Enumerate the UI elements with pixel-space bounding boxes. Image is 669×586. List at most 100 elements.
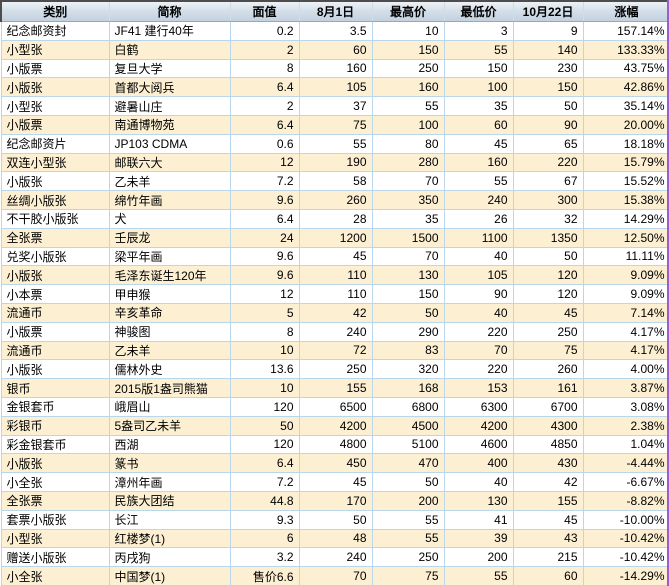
cell-face_value: 6 xyxy=(229,528,300,549)
table-row: 金银套币 峨眉山 120 6500 6800 6300 6700 3.08% xyxy=(0,396,669,417)
cell-name: 峨眉山 xyxy=(108,396,231,417)
cell-low: 130 xyxy=(443,490,514,511)
cell-category: 银币 xyxy=(0,378,110,398)
cell-oct_22: 220 xyxy=(512,152,584,173)
cell-face_value: 6.4 xyxy=(229,114,300,135)
cell-face_value: 5 xyxy=(229,302,300,323)
cell-low: 150 xyxy=(443,58,514,79)
cell-face_value: 44.8 xyxy=(229,490,300,511)
cell-aug_1: 3.5 xyxy=(298,21,373,41)
column-header-low: 最低价 xyxy=(444,0,514,22)
cell-aug_1: 42 xyxy=(298,302,373,323)
cell-name: 白鹤 xyxy=(108,39,231,60)
column-header-category: 类别 xyxy=(0,0,110,22)
cell-oct_22: 43 xyxy=(512,528,584,549)
cell-change: 18.18% xyxy=(582,133,669,154)
cell-name: JF41 建行40年 xyxy=(108,21,231,41)
cell-face_value: 售价6.6 xyxy=(229,566,300,586)
cell-change: 15.38% xyxy=(582,190,669,210)
cell-low: 35 xyxy=(443,96,514,116)
cell-low: 220 xyxy=(443,359,514,380)
cell-change: 133.33% xyxy=(582,39,669,60)
cell-face_value: 0.2 xyxy=(229,21,300,41)
cell-change: 12.50% xyxy=(582,227,669,248)
cell-high: 320 xyxy=(371,359,445,380)
column-header-face_value: 面值 xyxy=(230,0,300,22)
cell-oct_22: 120 xyxy=(512,284,584,304)
cell-high: 160 xyxy=(371,77,445,98)
cell-aug_1: 75 xyxy=(298,114,373,135)
cell-low: 40 xyxy=(443,302,514,323)
cell-change: 2.38% xyxy=(582,415,669,436)
cell-high: 35 xyxy=(371,208,445,229)
table-row: 小全张 中国梦(1) 售价6.6 70 75 55 60 -14.29% xyxy=(0,566,669,586)
cell-change: 4.17% xyxy=(582,340,669,361)
cell-aug_1: 4200 xyxy=(298,415,373,436)
table-row: 纪念邮资片 JP103 CDMA 0.6 55 80 45 65 18.18% xyxy=(0,133,669,154)
table-row: 小型张 红楼梦(1) 6 48 55 39 43 -10.42% xyxy=(0,528,669,549)
cell-oct_22: 155 xyxy=(512,490,584,511)
cell-face_value: 2 xyxy=(229,96,300,116)
column-header-aug_1: 8月1日 xyxy=(299,0,373,22)
cell-category: 全张票 xyxy=(0,227,110,248)
cell-face_value: 13.6 xyxy=(229,359,300,380)
cell-oct_22: 4850 xyxy=(512,434,584,455)
cell-change: -10.42% xyxy=(582,547,669,568)
cell-oct_22: 215 xyxy=(512,547,584,568)
cell-change: -10.00% xyxy=(582,509,669,530)
cell-change: 4.17% xyxy=(582,321,669,342)
cell-low: 45 xyxy=(443,133,514,154)
cell-name: 神骏图 xyxy=(108,321,231,342)
cell-high: 130 xyxy=(371,265,445,286)
cell-low: 41 xyxy=(443,509,514,530)
cell-face_value: 120 xyxy=(229,434,300,455)
cell-low: 26 xyxy=(443,208,514,229)
cell-aug_1: 105 xyxy=(298,77,373,98)
cell-category: 小型张 xyxy=(0,96,110,116)
cell-high: 55 xyxy=(371,509,445,530)
cell-aug_1: 60 xyxy=(298,39,373,60)
table-row: 银币 2015版1盎司熊猫 10 155 168 153 161 3.87% xyxy=(0,378,669,398)
cell-high: 290 xyxy=(371,321,445,342)
cell-category: 小版张 xyxy=(0,453,110,474)
cell-category: 小版票 xyxy=(0,321,110,342)
cell-name: 辛亥革命 xyxy=(108,302,231,323)
cell-high: 150 xyxy=(371,39,445,60)
cell-change: 11.11% xyxy=(582,246,669,267)
cell-category: 彩金银套币 xyxy=(0,434,110,455)
cell-change: 157.14% xyxy=(582,21,669,41)
table-row: 小版张 首都大阅兵 6.4 105 160 100 150 42.86% xyxy=(0,77,669,98)
cell-category: 金银套币 xyxy=(0,396,110,417)
cell-high: 350 xyxy=(371,190,445,210)
cell-name: 甲申猴 xyxy=(108,284,231,304)
table-row: 小版票 神骏图 8 240 290 220 250 4.17% xyxy=(0,321,669,342)
cell-name: 南通博物苑 xyxy=(108,114,231,135)
cell-low: 240 xyxy=(443,190,514,210)
cell-low: 220 xyxy=(443,321,514,342)
cell-change: -14.29% xyxy=(582,566,669,586)
cell-aug_1: 6500 xyxy=(298,396,373,417)
cell-oct_22: 9 xyxy=(512,21,584,41)
cell-high: 50 xyxy=(371,302,445,323)
cell-change: 35.14% xyxy=(582,96,669,116)
cell-low: 55 xyxy=(443,566,514,586)
cell-category: 不干胶小版张 xyxy=(0,208,110,229)
column-header-high: 最高价 xyxy=(372,0,445,22)
cell-aug_1: 50 xyxy=(298,509,373,530)
cell-low: 6300 xyxy=(443,396,514,417)
cell-high: 250 xyxy=(371,58,445,79)
cell-low: 70 xyxy=(443,340,514,361)
cell-face_value: 8 xyxy=(229,58,300,79)
cell-category: 小版张 xyxy=(0,359,110,380)
cell-aug_1: 45 xyxy=(298,246,373,267)
cell-low: 3 xyxy=(443,21,514,41)
cell-oct_22: 50 xyxy=(512,246,584,267)
cell-oct_22: 65 xyxy=(512,133,584,154)
cell-change: 9.09% xyxy=(582,265,669,286)
cell-low: 400 xyxy=(443,453,514,474)
cell-high: 5100 xyxy=(371,434,445,455)
cell-name: 避暑山庄 xyxy=(108,96,231,116)
cell-low: 40 xyxy=(443,246,514,267)
cell-name: 5盎司乙未羊 xyxy=(108,415,231,436)
cell-high: 150 xyxy=(371,284,445,304)
